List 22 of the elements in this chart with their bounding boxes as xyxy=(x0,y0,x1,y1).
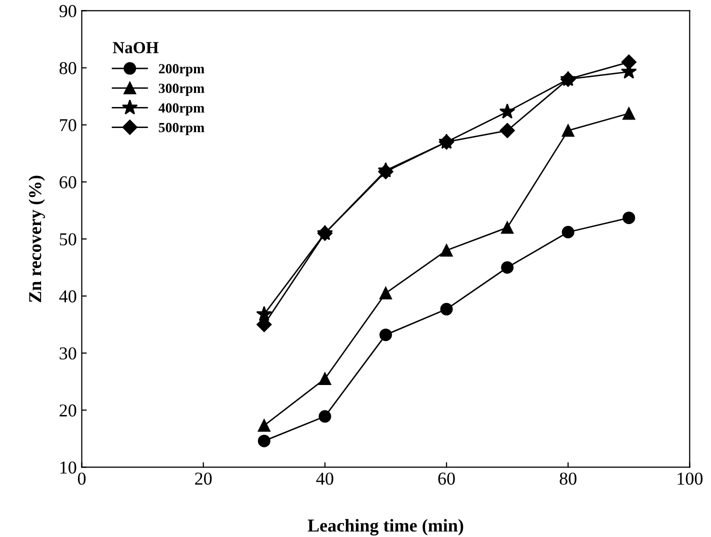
x-tick-label: 0 xyxy=(78,472,86,485)
y-tick-label: 80 xyxy=(60,62,76,74)
y-tick-label: 10 xyxy=(60,461,76,474)
y-axis-title: Zn recovery (%) xyxy=(28,176,45,302)
x-tick-label: 20 xyxy=(195,472,212,485)
legend-label: 200rpm xyxy=(158,64,204,76)
y-tick-label: 70 xyxy=(60,119,76,132)
legend-label: 300rpm xyxy=(158,84,204,96)
legend-label: 400rpm xyxy=(158,103,204,116)
x-axis-title: Leaching time (min) xyxy=(308,518,464,536)
y-tick-label: 40 xyxy=(59,290,76,302)
x-tick-label: 100 xyxy=(678,472,703,485)
x-tick-label: 40 xyxy=(316,472,334,485)
x-tick-label: 80 xyxy=(560,472,576,485)
y-tick-label: 90 xyxy=(59,4,76,18)
y-tick-label: 60 xyxy=(60,176,76,188)
legend-label: 500rpm xyxy=(158,122,204,136)
y-tick-label: 20 xyxy=(60,404,76,417)
x-tick-label: 60 xyxy=(438,472,455,485)
y-tick-label: 50 xyxy=(60,233,76,246)
legend-title: NaOH xyxy=(112,42,159,54)
y-tick-label: 30 xyxy=(60,347,76,360)
